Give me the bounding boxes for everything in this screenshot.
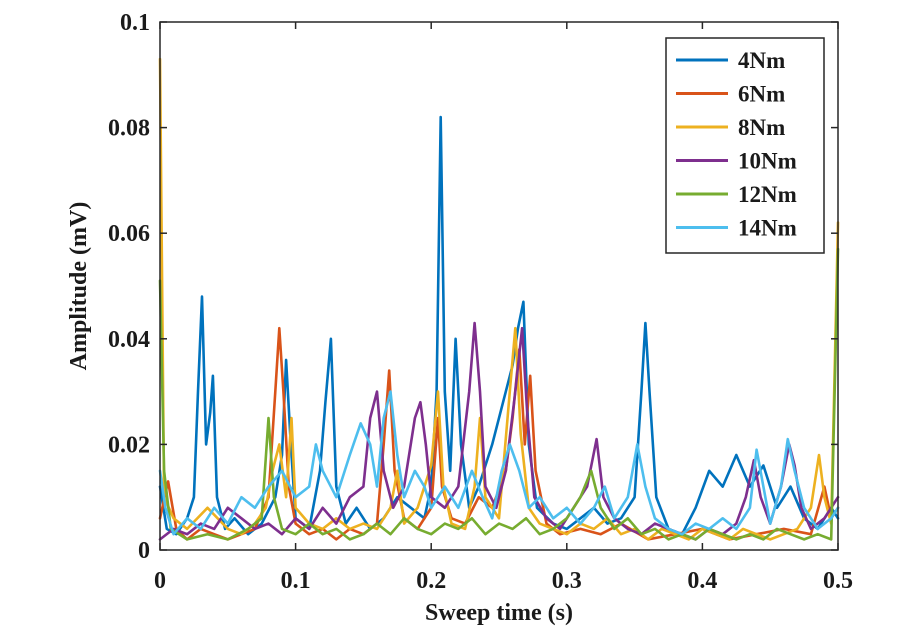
- legend-label-10Nm: 10Nm: [738, 149, 797, 174]
- legend-box: [665, 37, 825, 254]
- series-line-12Nm: [158, 247, 840, 541]
- series-line-14Nm: [158, 390, 840, 536]
- x-tick-label: 0.3: [552, 568, 582, 594]
- y-tick-label: 0.06: [108, 221, 150, 247]
- legend-label-4Nm: 4Nm: [738, 48, 785, 73]
- x-tick-label: 0.5: [823, 568, 853, 594]
- y-tick-label: 0.02: [108, 432, 150, 458]
- y-tick-label: 0: [138, 538, 150, 564]
- x-tick-label: 0: [154, 568, 166, 594]
- series-layer: [158, 57, 840, 541]
- plot-frame: [159, 21, 839, 551]
- y-axis-title: Amplitude (mV): [66, 202, 92, 371]
- y-tick-label: 0.04: [108, 327, 150, 353]
- legend-label-14Nm: 14Nm: [738, 216, 797, 241]
- y-tick-label: 0.08: [108, 116, 150, 142]
- legend: 4Nm 6Nm 8Nm 10Nm 12Nm 14Nm: [665, 37, 825, 254]
- x-tick-label: 0.4: [687, 568, 717, 594]
- legend-label-12Nm: 12Nm: [738, 182, 797, 207]
- legend-label-6Nm: 6Nm: [738, 82, 785, 107]
- x-tick-labels: 0 0.1 0.2 0.3 0.4 0.5: [154, 568, 853, 594]
- series-line-10Nm: [158, 321, 840, 541]
- x-tick-label: 0.2: [416, 568, 446, 594]
- y-tick-labels: 0 0.02 0.04 0.06 0.08 0.1: [108, 10, 150, 564]
- y-tick-label: 0.1: [120, 10, 150, 36]
- x-axis-title: Sweep time (s): [425, 600, 573, 626]
- legend-label-8Nm: 8Nm: [738, 115, 785, 140]
- x-tick-label: 0.1: [281, 568, 311, 594]
